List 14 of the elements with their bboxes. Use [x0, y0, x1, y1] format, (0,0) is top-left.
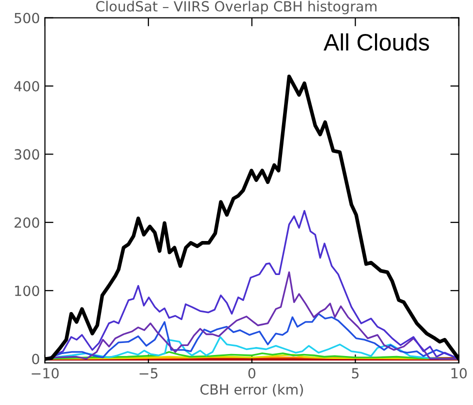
- x-tick-label: −10: [32, 368, 59, 378]
- x-tick-label: 5: [352, 368, 359, 378]
- annotation: All Clouds: [324, 33, 429, 51]
- x-axis-title: CBH error (km): [200, 384, 303, 396]
- y-tick-label: 400: [14, 80, 40, 92]
- y-tick-label: 500: [14, 12, 40, 24]
- y-tick-label: 0: [32, 354, 40, 364]
- y-tick-label: 300: [14, 149, 40, 160]
- y-tick-label: 200: [14, 217, 40, 228]
- x-tick-label: −5: [140, 368, 158, 378]
- x-tick-label: 0: [248, 368, 256, 378]
- y-tick-label: 100: [15, 286, 40, 296]
- chart-title: CloudSat – VIIRS Overlap CBH histogram: [96, 0, 376, 14]
- x-tick-label: 10: [452, 368, 467, 378]
